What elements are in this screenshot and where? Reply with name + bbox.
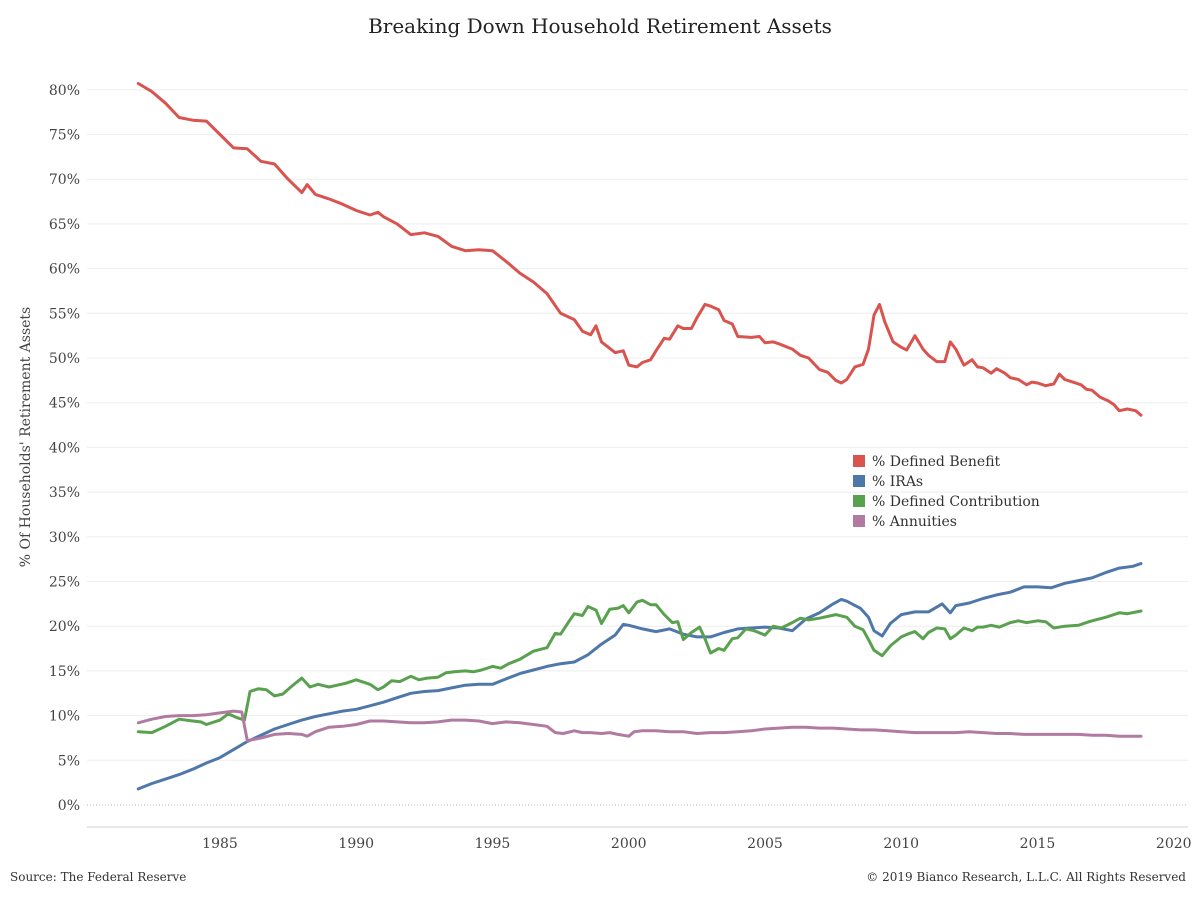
series-line-0 — [136, 82, 1143, 417]
y-tick-label: 50% — [49, 351, 80, 367]
legend-swatch — [853, 455, 865, 467]
x-tick-label: 1990 — [338, 836, 374, 852]
y-tick-label: 10% — [49, 709, 80, 725]
legend-label: % IRAs — [872, 474, 923, 490]
x-tick-label: 1995 — [475, 836, 511, 852]
legend-label: % Defined Contribution — [872, 494, 1040, 510]
x-tick-label: 1985 — [202, 836, 238, 852]
legend-label: % Defined Benefit — [872, 454, 1001, 470]
source-note: Source: The Federal Reserve — [10, 870, 187, 884]
y-tick-label: 70% — [49, 172, 80, 188]
series-line-1 — [136, 562, 1143, 791]
y-tick-label: 65% — [49, 217, 80, 233]
legend-swatch — [853, 515, 865, 527]
y-tick-label: 20% — [49, 619, 80, 635]
y-tick-label: 75% — [49, 128, 80, 144]
x-tick-label: 2000 — [611, 836, 647, 852]
y-tick-label: 55% — [49, 306, 80, 322]
y-tick-label: 80% — [49, 83, 80, 99]
legend: % Defined Benefit % IRAs % Defined Contrib… — [853, 454, 1040, 530]
gridlines — [87, 89, 1188, 806]
series-line-3 — [136, 709, 1143, 743]
y-tick-label: 40% — [49, 440, 80, 456]
y-axis-label: % Of Households' Retirement Assets — [18, 307, 34, 568]
y-tick-label: 15% — [49, 664, 80, 680]
y-tick-label: 30% — [49, 530, 80, 546]
y-tick-label: 5% — [58, 753, 80, 769]
legend-swatch — [853, 495, 865, 507]
x-axis-ticks: 1985 1990 1995 2000 2005 2010 2015 2020 — [202, 836, 1191, 852]
y-tick-label: 60% — [49, 262, 80, 278]
x-tick-label: 2005 — [747, 836, 783, 852]
chart-title: Breaking Down Household Retirement Asset… — [368, 14, 832, 38]
x-tick-label: 2015 — [1020, 836, 1056, 852]
series-line-2 — [136, 598, 1143, 735]
legend-label: % Annuities — [872, 514, 957, 530]
copyright-note: © 2019 Bianco Research, L.L.C. All Right… — [866, 870, 1186, 884]
y-axis-ticks: 0% 5% 10% 15% 20% 25% 30% 35% 40% 45% 50% 55% 60% 65%… — [49, 83, 80, 814]
y-tick-label: 0% — [58, 798, 80, 814]
y-tick-label: 25% — [49, 575, 80, 591]
y-tick-label: 45% — [49, 396, 80, 412]
series-lines — [136, 82, 1143, 791]
x-tick-label: 2010 — [883, 836, 919, 852]
y-tick-label: 35% — [49, 485, 80, 501]
x-tick-label: 2020 — [1156, 836, 1192, 852]
legend-swatch — [853, 475, 865, 487]
